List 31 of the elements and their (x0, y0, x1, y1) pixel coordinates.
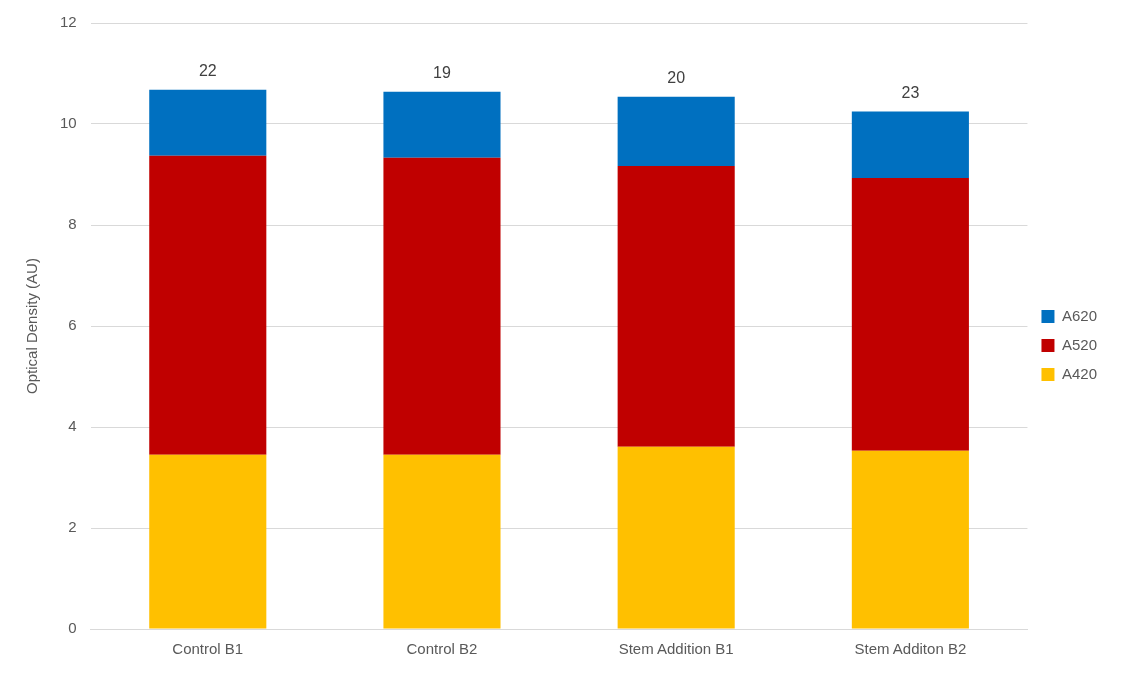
y-tick-label: 8 (68, 215, 77, 233)
legend-label: A620 (1061, 306, 1098, 324)
bar (149, 89, 267, 156)
y-tick-label: 10 (60, 114, 77, 132)
y-tick-label: 6 (68, 316, 77, 334)
bar (851, 178, 969, 451)
y-tick-label: 2 (68, 518, 77, 536)
legend-label: A520 (1061, 335, 1098, 353)
x-tick-label: Control B2 (406, 640, 478, 658)
legend-label: A420 (1061, 364, 1098, 382)
bar (383, 91, 501, 158)
bar (383, 157, 501, 455)
bar (851, 111, 969, 179)
y-tick-label: 4 (68, 417, 77, 435)
bar (617, 165, 735, 447)
bar (617, 96, 735, 166)
bar (617, 446, 735, 629)
x-tick-label: Control B1 (172, 640, 244, 658)
y-tick-label: 0 (68, 619, 77, 637)
annotation: 22 (198, 62, 217, 80)
bar (149, 454, 267, 629)
y-axis-title: Optical Density (AU) (23, 258, 41, 394)
annotation: 19 (433, 64, 451, 82)
x-tick-label: Stem Additon B2 (854, 640, 967, 658)
y-tick-label: 12 (60, 13, 77, 31)
annotation: 20 (667, 69, 686, 87)
x-tick-label: Stem Addition B1 (618, 640, 734, 658)
bar (851, 450, 969, 629)
bar (383, 454, 501, 629)
annotation: 23 (901, 83, 920, 101)
bar (149, 155, 267, 455)
